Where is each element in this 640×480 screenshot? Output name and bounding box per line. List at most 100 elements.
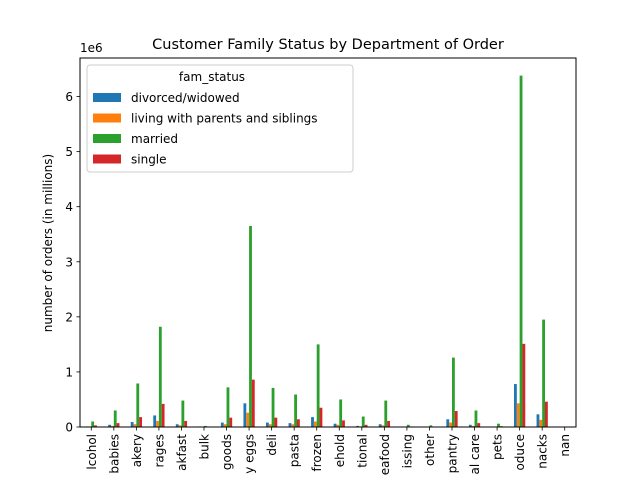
bar-deli-1 [268,424,272,427]
x-tick-label: nacks [536,434,550,469]
x-tick-label: ehold [333,434,347,467]
bar-frozen-3 [319,407,323,427]
chart-title: Customer Family Status by Department of … [152,37,504,53]
bar-snacks-2 [542,319,545,427]
x-tick-label: other [423,434,437,466]
bar-bakery-0 [130,422,134,427]
bar-dairy-eggs-3 [251,379,255,427]
legend-title: fam_status [179,70,245,84]
bar-breakfast-0 [175,424,179,427]
bar-bakery-3 [139,417,142,427]
bar-bulk-2 [204,425,207,427]
bar-canned-goods-1 [223,424,227,427]
y-tick-label: 0 [65,421,73,435]
bar-dairy-eggs-2 [249,225,252,427]
legend-box [86,64,354,173]
legend-swatch-3 [93,154,121,164]
bar-personal-care-0 [468,424,472,427]
bar-pantry-1 [449,422,452,427]
x-tick-label: nan [558,434,572,457]
bar-produce-2 [519,75,523,428]
bar-pantry-3 [454,411,458,427]
x-tick-label: akfast [175,434,189,471]
bar-dairy-eggs-0 [243,403,247,427]
y-axis: 0 1 2 3 4 5 6 [65,90,80,435]
x-tick-label: akery [130,434,144,467]
bar-produce-1 [516,403,520,427]
bars-layer [85,75,548,428]
bar-canned-goods-2 [226,387,230,427]
bar-frozen-1 [313,421,317,427]
x-tick-label: eafood [378,434,392,475]
y-axis-label: number of orders (in millions) [41,154,55,332]
bar-babies-1 [111,425,114,427]
bar-deli-3 [274,417,278,427]
x-tick-label: bulk [198,434,212,460]
x-tick-label: frozen [310,434,324,472]
y-tick-label: 4 [65,200,73,214]
y-tick-label: 5 [65,145,73,159]
bar-missing-2 [406,424,410,427]
x-tick-label: rages [152,434,166,468]
x-tick-label: al care [468,434,482,475]
bar-bakery-1 [133,424,137,427]
bar-pantry-0 [446,419,450,427]
bar-dry-goods-pasta-2 [294,394,297,427]
bar-snacks-3 [545,401,548,427]
legend: fam_status divorced/widowed living with pa… [86,64,354,173]
bar-frozen-2 [316,344,320,427]
bar-bakery-2 [136,383,140,427]
bar-alcohol-2 [91,421,95,427]
legend-label-3: single [131,153,167,167]
x-tick-label: pets [491,434,505,460]
bar-international-0 [356,425,359,427]
y-axis-offset-label: 1e6 [80,41,103,55]
bar-international-3 [364,424,368,427]
bar-breakfast-2 [181,400,185,427]
bar-personal-care-2 [474,410,478,427]
bar-pantry-2 [452,357,455,427]
bar-dry-goods-pasta-1 [291,424,295,427]
bar-meat-seafood-1 [381,425,385,427]
x-tick-label: babies [107,434,121,474]
bar-dry-goods-pasta-3 [297,419,300,427]
bar-babies-2 [113,410,117,427]
bar-deli-2 [271,387,275,427]
bar-meat-seafood-3 [387,420,390,427]
bar-canned-goods-3 [229,417,233,427]
x-tick-label: y eggs [243,434,257,474]
bar-pets-2 [497,423,500,427]
bar-frozen-0 [311,417,314,427]
bar-produce-0 [514,384,517,427]
bar-household-3 [342,420,345,427]
bar-household-0 [333,423,337,427]
bar-deli-0 [266,422,269,427]
bar-international-2 [361,416,365,427]
bar-alcohol-3 [94,425,97,427]
bar-breakfast-1 [178,425,182,427]
bar-dairy-eggs-1 [246,412,250,427]
bar-beverages-0 [153,415,157,427]
y-tick-label: 3 [65,255,73,269]
legend-label-2: married [131,132,178,146]
bar-snacks-1 [539,419,543,427]
bar-produce-3 [522,343,526,427]
bar-beverages-1 [156,420,159,427]
x-tick-label: goods [220,434,234,470]
bar-beverages-3 [161,403,165,427]
x-tick-label: lcohol [85,434,99,470]
x-tick-label: deli [265,434,279,456]
x-tick-label: pantry [446,434,460,473]
x-tick-label: oduce [513,434,527,471]
x-axis: lcohol babies akery rages akfast bulk goods y e… [85,427,572,475]
legend-swatch-2 [93,134,121,143]
bar-snacks-0 [536,414,540,427]
bar-breakfast-3 [184,420,188,427]
plot-frame [79,57,577,428]
x-tick-label: pasta [288,434,302,467]
x-tick-label: issing [400,434,414,468]
bar-meat-seafood-2 [384,400,388,427]
y-tick-label: 1 [65,365,73,379]
bar-babies-3 [116,423,120,427]
